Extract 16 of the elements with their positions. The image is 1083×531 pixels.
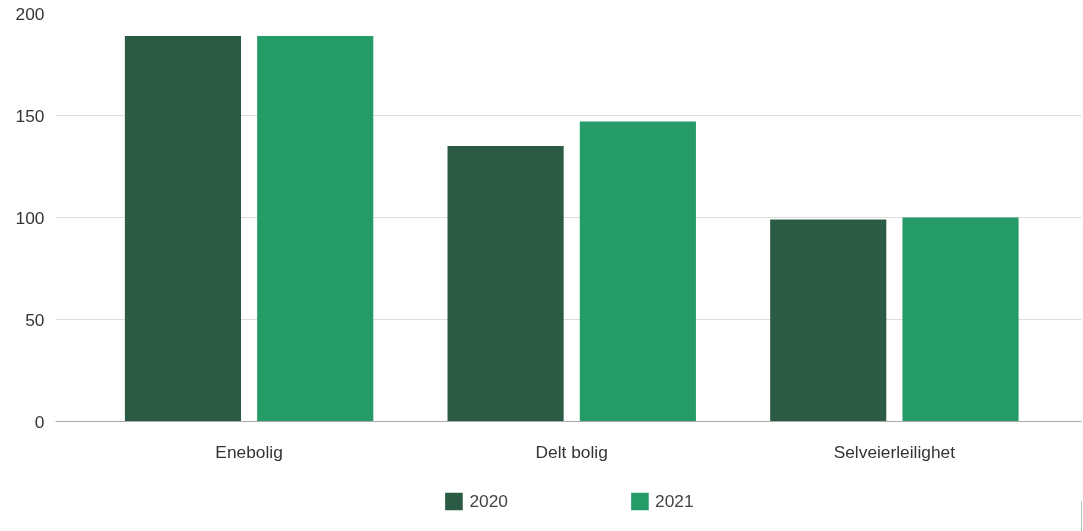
y-tick-label: 50 (25, 309, 45, 330)
bar (124, 35, 242, 422)
y-tick-label: 200 (15, 3, 45, 24)
y-tick-label: 100 (15, 207, 45, 228)
x-tick-label: Delt bolig (535, 441, 608, 462)
bar (902, 217, 1019, 422)
legend-label: 2021 (655, 490, 694, 512)
legend-label: 2020 (469, 490, 508, 512)
bar (770, 219, 887, 422)
y-tick-label: 150 (15, 105, 45, 126)
x-tick-label: Enebolig (215, 441, 283, 462)
bar (257, 35, 374, 422)
y-tick-label: 0 (34, 411, 45, 432)
bar (447, 146, 564, 422)
bar (579, 121, 696, 422)
x-tick-label: Selveierleilighet (833, 441, 956, 462)
